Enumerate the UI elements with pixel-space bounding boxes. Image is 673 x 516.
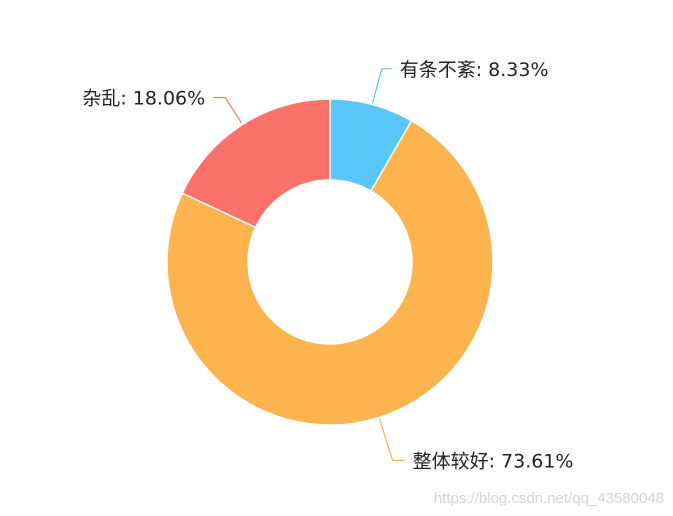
- slice-label-you-tiao-bu-wen: 有条不紊: 8.33%: [400, 59, 549, 81]
- slices-layer: [166, 98, 494, 426]
- slice-label-zheng-ti-jiao-hao: 整体较好: 73.61%: [413, 450, 574, 472]
- watermark-text: https://blog.csdn.net/qq_43580048: [434, 490, 664, 507]
- leader-line-zheng-ti-jiao-hao: [379, 419, 405, 461]
- labels-layer: 有条不紊: 8.33% 整体较好: 73.61% 杂乱: 18.06%: [82, 59, 573, 473]
- leader-line-you-tiao-bu-wen: [372, 68, 392, 103]
- slice-label-za-luan: 杂乱: 18.06%: [82, 88, 205, 110]
- leader-line-za-luan: [213, 96, 242, 124]
- slice-zheng-ti-jiao-hao: [166, 119, 494, 426]
- slice-za-luan: [181, 98, 331, 229]
